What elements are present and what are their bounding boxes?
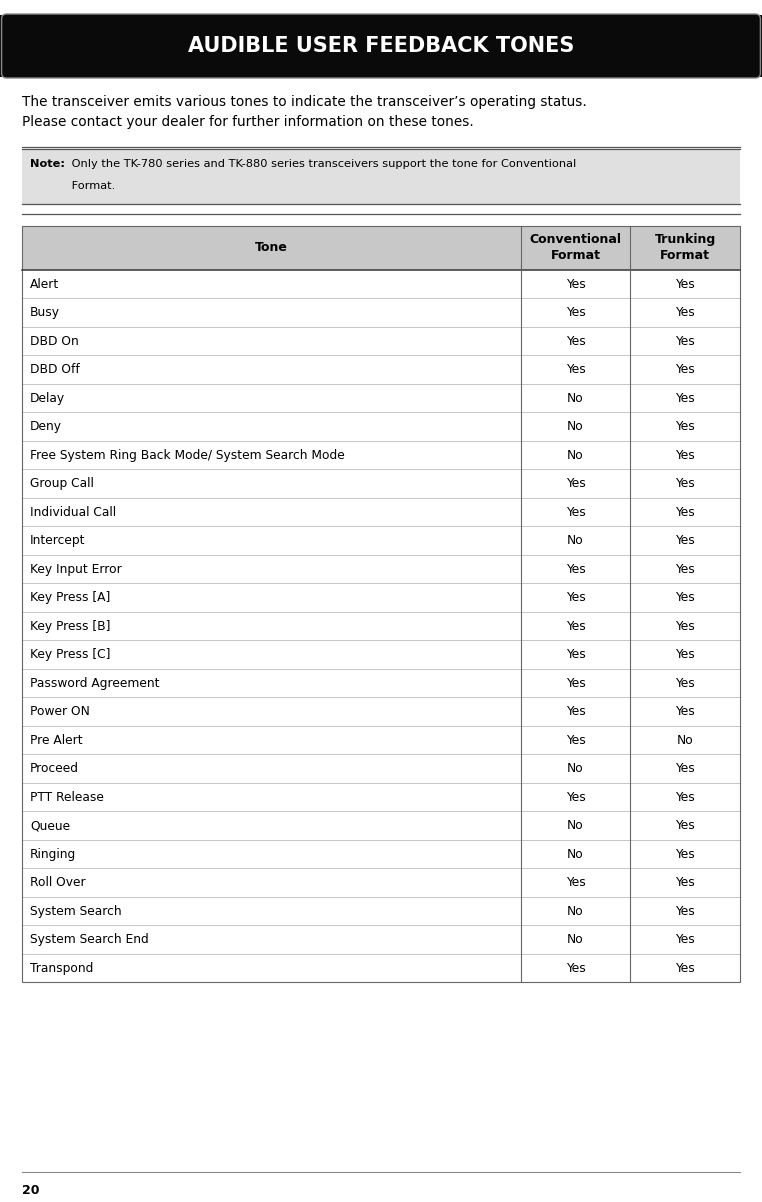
Text: Conventional
Format: Conventional Format xyxy=(530,233,622,262)
Text: Yes: Yes xyxy=(675,847,695,861)
Text: Yes: Yes xyxy=(565,591,585,605)
Text: Intercept: Intercept xyxy=(30,534,85,547)
Bar xyxy=(22,226,740,270)
Text: Power ON: Power ON xyxy=(30,706,90,719)
Text: Yes: Yes xyxy=(675,392,695,405)
Text: No: No xyxy=(567,820,584,832)
Text: No: No xyxy=(567,905,584,918)
Text: Note:: Note: xyxy=(30,159,65,169)
Text: The transceiver emits various tones to indicate the transceiver’s operating stat: The transceiver emits various tones to i… xyxy=(22,95,587,129)
Bar xyxy=(22,226,740,982)
Text: Yes: Yes xyxy=(675,933,695,946)
Text: Yes: Yes xyxy=(565,648,585,661)
Text: Yes: Yes xyxy=(565,334,585,347)
Text: Yes: Yes xyxy=(675,448,695,462)
Text: Yes: Yes xyxy=(675,962,695,975)
Text: Key Press [B]: Key Press [B] xyxy=(30,620,110,632)
Text: Yes: Yes xyxy=(675,591,695,605)
Text: Roll Over: Roll Over xyxy=(30,876,85,889)
Text: Yes: Yes xyxy=(565,733,585,746)
Text: Free System Ring Back Mode/ System Search Mode: Free System Ring Back Mode/ System Searc… xyxy=(30,448,344,462)
FancyBboxPatch shape xyxy=(2,14,760,78)
Text: Yes: Yes xyxy=(675,534,695,547)
Text: Yes: Yes xyxy=(565,620,585,632)
Text: Yes: Yes xyxy=(565,876,585,889)
Text: Tone: Tone xyxy=(255,242,288,255)
Text: Key Input Error: Key Input Error xyxy=(30,563,122,576)
Text: Yes: Yes xyxy=(565,506,585,519)
Text: AUDIBLE USER FEEDBACK TONES: AUDIBLE USER FEEDBACK TONES xyxy=(187,36,575,56)
Bar xyxy=(22,149,740,204)
Text: Yes: Yes xyxy=(675,706,695,719)
Text: PTT Release: PTT Release xyxy=(30,791,104,804)
Text: System Search End: System Search End xyxy=(30,933,149,946)
Text: Proceed: Proceed xyxy=(30,762,79,775)
Text: Yes: Yes xyxy=(565,563,585,576)
Text: Yes: Yes xyxy=(675,677,695,690)
Text: Yes: Yes xyxy=(675,820,695,832)
Text: Deny: Deny xyxy=(30,421,62,433)
Text: Busy: Busy xyxy=(30,307,60,320)
Text: Transpond: Transpond xyxy=(30,962,94,975)
Text: DBD Off: DBD Off xyxy=(30,363,80,376)
Text: Queue: Queue xyxy=(30,820,70,832)
Text: System Search: System Search xyxy=(30,905,122,918)
Text: Only the TK-780 series and TK-880 series transceivers support the tone for Conve: Only the TK-780 series and TK-880 series… xyxy=(68,159,576,169)
Text: Yes: Yes xyxy=(565,278,585,291)
Text: Key Press [A]: Key Press [A] xyxy=(30,591,110,605)
Text: Yes: Yes xyxy=(675,620,695,632)
Text: Yes: Yes xyxy=(675,363,695,376)
Text: 20: 20 xyxy=(22,1184,40,1197)
Text: Yes: Yes xyxy=(675,506,695,519)
Text: Ringing: Ringing xyxy=(30,847,76,861)
Text: Yes: Yes xyxy=(675,791,695,804)
Text: Yes: Yes xyxy=(675,905,695,918)
Text: Yes: Yes xyxy=(675,477,695,490)
Text: Group Call: Group Call xyxy=(30,477,94,490)
Text: Yes: Yes xyxy=(565,791,585,804)
Text: Yes: Yes xyxy=(675,648,695,661)
Text: Yes: Yes xyxy=(565,307,585,320)
Text: No: No xyxy=(567,534,584,547)
Text: Yes: Yes xyxy=(565,363,585,376)
Text: No: No xyxy=(567,847,584,861)
Text: Format.: Format. xyxy=(68,182,115,191)
Text: Individual Call: Individual Call xyxy=(30,506,116,519)
Text: No: No xyxy=(567,421,584,433)
Text: Yes: Yes xyxy=(675,307,695,320)
Text: No: No xyxy=(567,448,584,462)
Text: Yes: Yes xyxy=(675,762,695,775)
Text: Yes: Yes xyxy=(565,677,585,690)
Text: Yes: Yes xyxy=(675,278,695,291)
Text: Yes: Yes xyxy=(565,477,585,490)
Text: No: No xyxy=(567,762,584,775)
Text: Alert: Alert xyxy=(30,278,59,291)
Text: Yes: Yes xyxy=(675,563,695,576)
Text: Password Agreement: Password Agreement xyxy=(30,677,159,690)
Text: Yes: Yes xyxy=(565,962,585,975)
Text: No: No xyxy=(567,933,584,946)
Text: Yes: Yes xyxy=(565,706,585,719)
Text: Trunking
Format: Trunking Format xyxy=(655,233,716,262)
Text: No: No xyxy=(567,392,584,405)
Text: No: No xyxy=(677,733,693,746)
Text: DBD On: DBD On xyxy=(30,334,78,347)
Bar xyxy=(0,14,762,77)
Text: Yes: Yes xyxy=(675,334,695,347)
Text: Yes: Yes xyxy=(675,876,695,889)
Text: Pre Alert: Pre Alert xyxy=(30,733,82,746)
Text: Delay: Delay xyxy=(30,392,65,405)
Text: Key Press [C]: Key Press [C] xyxy=(30,648,110,661)
Text: Yes: Yes xyxy=(675,421,695,433)
